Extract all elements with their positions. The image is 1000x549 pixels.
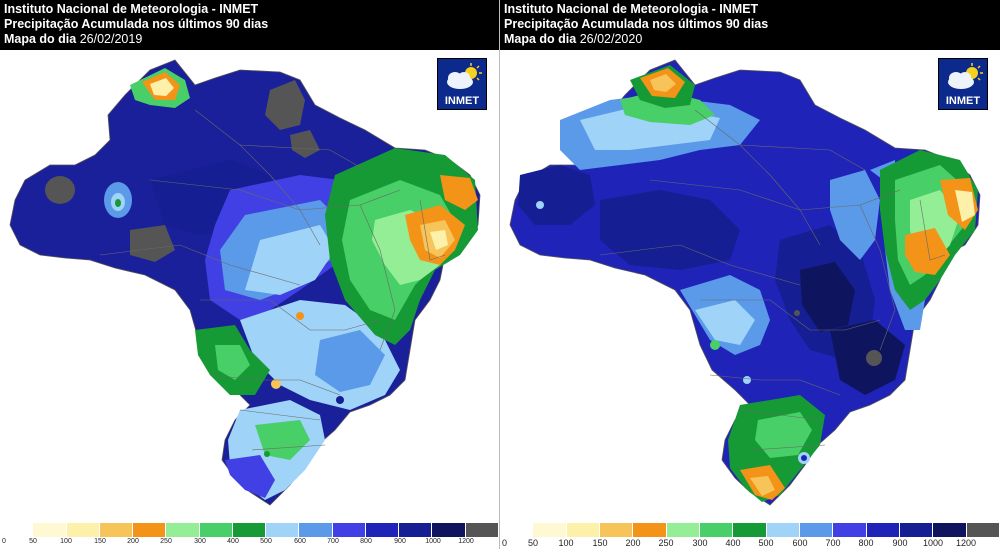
legend-label: 900 [892,538,908,548]
legend-swatch [699,523,734,537]
legend-label: 500 [758,538,774,548]
sun-cloud-icon [948,63,983,89]
legend-swatch [533,523,567,537]
institute-title: Instituto Nacional de Meteorologia - INM… [504,2,759,16]
legend-swatch [633,523,667,537]
legend-swatch [866,523,900,537]
legend-swatch [465,523,499,537]
map-header: Instituto Nacional de Meteorologia - INM… [500,0,1000,50]
legend-swatch [666,523,700,537]
legend-swatch [332,523,366,537]
legend-label: 400 [227,538,239,545]
legend-swatch [399,523,433,537]
legend-swatch [0,523,34,537]
legend-label: 100 [558,538,574,548]
legend-swatch [99,523,134,537]
sun-cloud-icon [447,63,482,89]
legend-label: 800 [360,538,372,545]
precipitation-legend: 0 50 100 150 200 250 300 400 500 600 700… [500,523,1000,549]
legend-swatch [166,523,200,537]
legend-swatch [966,523,1000,537]
map-title: Precipitação Acumulada nos últimos 90 di… [504,17,769,31]
legend-swatch [933,523,967,537]
legend-swatches [500,523,1000,537]
legend-label: 250 [658,538,674,548]
legend-label: 1200 [458,538,474,545]
legend-swatch [599,523,634,537]
legend-label: 1200 [955,538,977,548]
legend-swatch [66,523,100,537]
date-value: 26/02/2020 [579,32,643,46]
legend-label: 600 [792,538,808,548]
legend-label: 400 [725,538,741,548]
inmet-logo: INMET [938,58,988,110]
map-panel-2019: Instituto Nacional de Meteorologia - INM… [0,0,499,549]
legend-label: 1000 [425,538,441,545]
legend-label: 700 [327,538,339,545]
legend-label: 300 [194,538,206,545]
legend-swatch [766,523,800,537]
legend-label: 0 [2,538,6,545]
legend-label: 300 [692,538,708,548]
institute-title: Instituto Nacional de Meteorologia - INM… [4,2,259,16]
legend-labels: 0 50 100 150 200 250 300 400 500 600 700… [0,538,499,549]
precipitation-map-2019 [9,59,481,506]
legend-swatch [299,523,333,537]
legend-labels: 0 50 100 150 200 250 300 400 500 600 700… [500,538,1000,549]
legend-label: 900 [394,538,406,545]
legend-swatch [733,523,767,537]
legend-swatch [133,523,167,537]
legend-swatch [833,523,867,537]
legend-swatch [232,523,267,537]
legend-label: 150 [94,538,106,545]
map-panel-2020: Instituto Nacional de Meteorologia - INM… [499,0,1000,549]
legend-swatch [899,523,934,537]
legend-label: 700 [825,538,841,548]
legend-label: 600 [294,538,306,545]
legend-swatches [0,523,499,537]
map-date-line: Mapa do dia 26/02/2019 [4,32,495,47]
legend-label: 50 [527,538,539,548]
precipitation-map-2020 [509,59,981,506]
legend-label: 100 [60,538,72,545]
legend-swatch [33,523,67,537]
date-label: Mapa do dia [4,32,77,46]
legend-swatch [799,523,834,537]
legend-label: 200 [625,538,641,548]
legend-label: 800 [858,538,874,548]
map-title: Precipitação Acumulada nos últimos 90 di… [4,17,269,31]
date-value: 26/02/2019 [79,32,143,46]
map-header: Instituto Nacional de Meteorologia - INM… [0,0,499,50]
date-label: Mapa do dia [504,32,577,46]
legend-label: 0 [502,538,508,548]
legend-label: 50 [29,538,37,545]
legend-label: 500 [260,538,272,545]
logo-text: INMET [945,95,981,107]
legend-swatch [199,523,233,537]
legend-label: 250 [160,538,172,545]
map-date-line: Mapa do dia 26/02/2020 [504,32,996,47]
legend-label: 150 [592,538,608,548]
legend-swatch [266,523,300,537]
legend-swatch [365,523,400,537]
legend-swatch [500,523,534,537]
inmet-logo: INMET [437,58,487,110]
legend-swatch [566,523,600,537]
precipitation-legend: 0 50 100 150 200 250 300 400 500 600 700… [0,523,499,549]
legend-swatch [432,523,466,537]
legend-label: 200 [127,538,139,545]
logo-text: INMET [444,95,480,107]
legend-label: 1000 [922,538,944,548]
